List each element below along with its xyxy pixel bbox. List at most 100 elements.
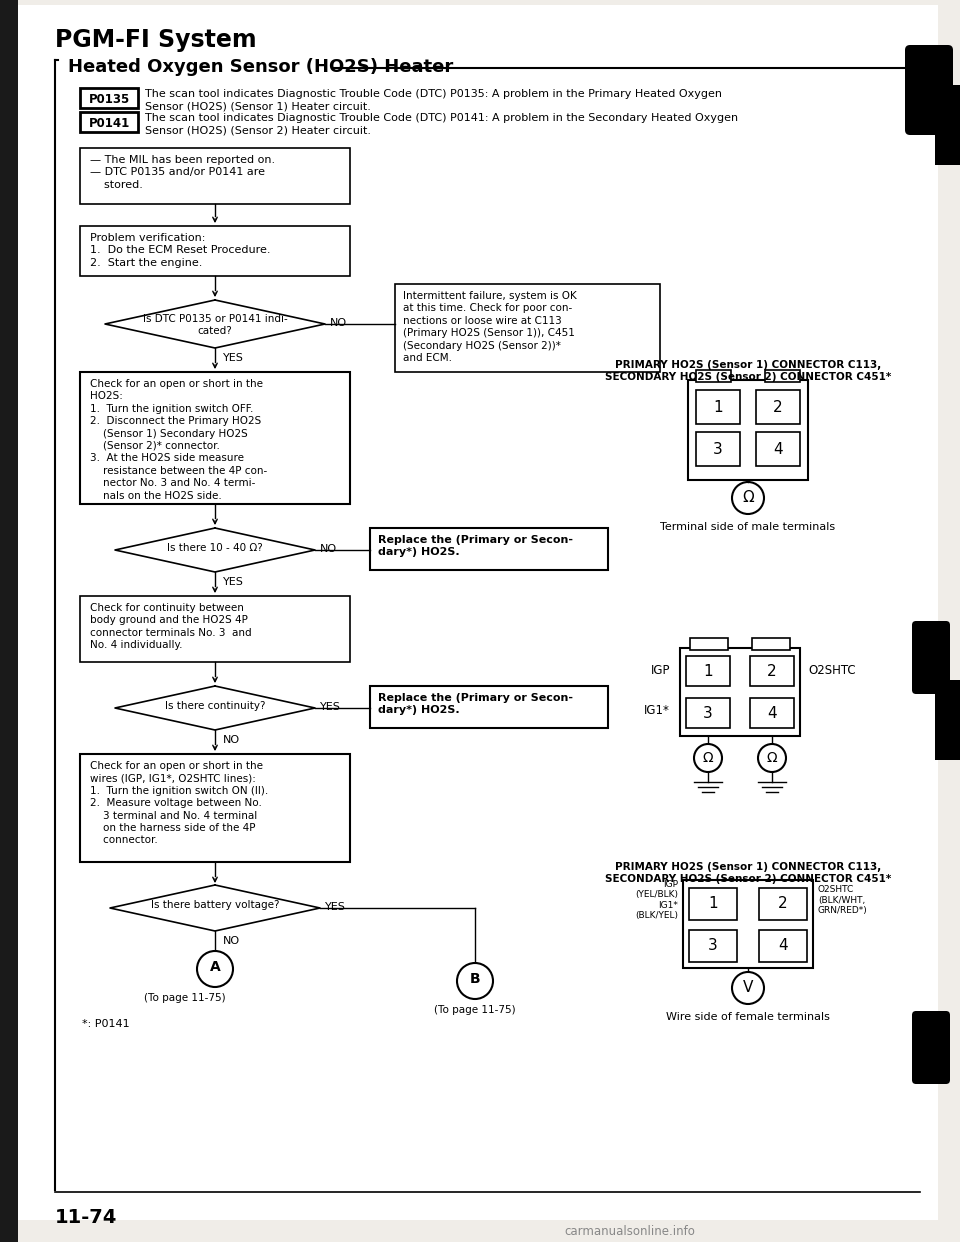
Text: 1: 1 bbox=[713, 400, 723, 415]
Bar bbox=[759, 888, 807, 920]
Polygon shape bbox=[115, 528, 315, 573]
Text: NO: NO bbox=[330, 318, 348, 328]
Text: PGM-FI System: PGM-FI System bbox=[55, 29, 256, 52]
Text: P0141: P0141 bbox=[88, 117, 130, 130]
Bar bbox=[756, 390, 800, 424]
Text: 11-74: 11-74 bbox=[55, 1208, 117, 1227]
Bar bbox=[80, 754, 350, 862]
Text: Replace the (Primary or Secon-
dary*) HO2S.: Replace the (Primary or Secon- dary*) HO… bbox=[378, 535, 573, 558]
Text: Check for an open or short in the
HO2S:
1.  Turn the ignition switch OFF.
2.  Di: Check for an open or short in the HO2S: … bbox=[90, 379, 267, 501]
Text: The scan tool indicates Diagnostic Trouble Code (DTC) P0135: A problem in the Pr: The scan tool indicates Diagnostic Troub… bbox=[145, 89, 722, 112]
Bar bbox=[689, 888, 737, 920]
Bar bbox=[686, 698, 730, 728]
Text: 2: 2 bbox=[779, 897, 788, 912]
Text: 3: 3 bbox=[703, 705, 713, 720]
Text: Is there continuity?: Is there continuity? bbox=[165, 700, 265, 710]
Text: Is there battery voltage?: Is there battery voltage? bbox=[151, 900, 279, 910]
Text: NO: NO bbox=[320, 544, 337, 554]
Circle shape bbox=[758, 744, 786, 773]
Text: Intermittent failure, system is OK
at this time. Check for poor con-
nections or: Intermittent failure, system is OK at th… bbox=[403, 291, 577, 363]
Text: 4: 4 bbox=[779, 939, 788, 954]
Bar bbox=[765, 370, 800, 383]
Bar bbox=[80, 88, 138, 108]
Bar bbox=[688, 380, 808, 479]
Circle shape bbox=[457, 963, 493, 999]
Text: Is DTC P0135 or P0141 indi-
cated?: Is DTC P0135 or P0141 indi- cated? bbox=[143, 314, 287, 337]
Text: Ω: Ω bbox=[767, 751, 778, 765]
Text: V: V bbox=[743, 980, 754, 996]
Text: O2SHTC: O2SHTC bbox=[808, 663, 855, 677]
Polygon shape bbox=[110, 886, 320, 932]
Text: YES: YES bbox=[223, 353, 244, 363]
Text: Problem verification:
1.  Do the ECM Reset Procedure.
2.  Start the engine.: Problem verification: 1. Do the ECM Rese… bbox=[90, 233, 271, 268]
Text: 4: 4 bbox=[767, 705, 777, 720]
Text: 1: 1 bbox=[708, 897, 718, 912]
Bar bbox=[686, 656, 730, 686]
Text: Check for an open or short in the
wires (IGP, IG1*, O2SHTC lines):
1.  Turn the : Check for an open or short in the wires … bbox=[90, 761, 268, 846]
Text: Terminal side of male terminals: Terminal side of male terminals bbox=[660, 522, 835, 532]
Bar bbox=[935, 84, 960, 165]
Text: 4: 4 bbox=[773, 441, 782, 457]
Text: *: P0141: *: P0141 bbox=[82, 1018, 130, 1030]
FancyBboxPatch shape bbox=[905, 45, 953, 135]
FancyBboxPatch shape bbox=[912, 1011, 950, 1084]
Text: Wire side of female terminals: Wire side of female terminals bbox=[666, 1012, 830, 1022]
Bar bbox=[752, 638, 790, 650]
Text: IGP
(YEL/BLK)
IG1*
(BLK/YEL): IGP (YEL/BLK) IG1* (BLK/YEL) bbox=[635, 879, 678, 920]
Circle shape bbox=[732, 482, 764, 514]
Bar bbox=[80, 596, 350, 662]
Polygon shape bbox=[115, 686, 315, 730]
Text: PRIMARY HO2S (Sensor 1) CONNECTOR C113,
SECONDARY HO2S (Sensor 2) CONNECTOR C451: PRIMARY HO2S (Sensor 1) CONNECTOR C113, … bbox=[605, 360, 891, 383]
Bar bbox=[395, 284, 660, 373]
Bar bbox=[80, 148, 350, 204]
Text: 3: 3 bbox=[708, 939, 718, 954]
Text: 2: 2 bbox=[767, 663, 777, 678]
Bar bbox=[696, 370, 731, 383]
Text: 3: 3 bbox=[713, 441, 723, 457]
Text: NO: NO bbox=[223, 936, 240, 946]
Text: PRIMARY HO2S (Sensor 1) CONNECTOR C113,
SECONDARY HO2S (Sensor 2) CONNECTOR C451: PRIMARY HO2S (Sensor 1) CONNECTOR C113, … bbox=[605, 862, 891, 884]
Bar bbox=[696, 390, 740, 424]
Bar bbox=[80, 226, 350, 276]
Text: Heated Oxygen Sensor (HO2S) Heater: Heated Oxygen Sensor (HO2S) Heater bbox=[68, 58, 453, 76]
Bar bbox=[80, 112, 138, 132]
Text: 1: 1 bbox=[703, 663, 713, 678]
Bar bbox=[759, 930, 807, 963]
Circle shape bbox=[694, 744, 722, 773]
Text: P0135: P0135 bbox=[88, 93, 130, 106]
Text: Replace the (Primary or Secon-
dary*) HO2S.: Replace the (Primary or Secon- dary*) HO… bbox=[378, 693, 573, 715]
Text: (To page 11-75): (To page 11-75) bbox=[434, 1005, 516, 1015]
Text: Is there 10 - 40 Ω?: Is there 10 - 40 Ω? bbox=[167, 543, 263, 553]
Bar bbox=[80, 373, 350, 504]
Text: B: B bbox=[469, 972, 480, 986]
Text: Ω: Ω bbox=[742, 491, 754, 505]
Text: IG1*: IG1* bbox=[644, 703, 670, 717]
Text: IGP: IGP bbox=[651, 663, 670, 677]
Text: YES: YES bbox=[325, 902, 346, 912]
Text: The scan tool indicates Diagnostic Trouble Code (DTC) P0141: A problem in the Se: The scan tool indicates Diagnostic Troub… bbox=[145, 113, 738, 135]
Polygon shape bbox=[105, 301, 325, 348]
Circle shape bbox=[732, 972, 764, 1004]
FancyBboxPatch shape bbox=[912, 621, 950, 694]
Text: A: A bbox=[209, 960, 221, 974]
Bar bbox=[370, 528, 608, 570]
Text: 2: 2 bbox=[773, 400, 782, 415]
Bar bbox=[683, 881, 813, 968]
Text: O2SHTC
(BLK/WHT,
GRN/RED*): O2SHTC (BLK/WHT, GRN/RED*) bbox=[818, 886, 868, 915]
Bar bbox=[696, 432, 740, 466]
Text: NO: NO bbox=[223, 735, 240, 745]
Text: (To page 11-75): (To page 11-75) bbox=[144, 994, 226, 1004]
Text: YES: YES bbox=[320, 702, 341, 712]
Bar bbox=[689, 930, 737, 963]
Bar bbox=[750, 698, 794, 728]
Bar bbox=[370, 686, 608, 728]
Bar bbox=[690, 638, 728, 650]
Bar bbox=[0, 0, 18, 1242]
Bar bbox=[750, 656, 794, 686]
Text: Check for continuity between
body ground and the HO2S 4P
connector terminals No.: Check for continuity between body ground… bbox=[90, 604, 252, 651]
Text: YES: YES bbox=[223, 578, 244, 587]
Text: carmanualsonline.info: carmanualsonline.info bbox=[564, 1225, 695, 1238]
Circle shape bbox=[197, 951, 233, 987]
Text: Ω: Ω bbox=[703, 751, 713, 765]
Bar bbox=[935, 681, 960, 760]
